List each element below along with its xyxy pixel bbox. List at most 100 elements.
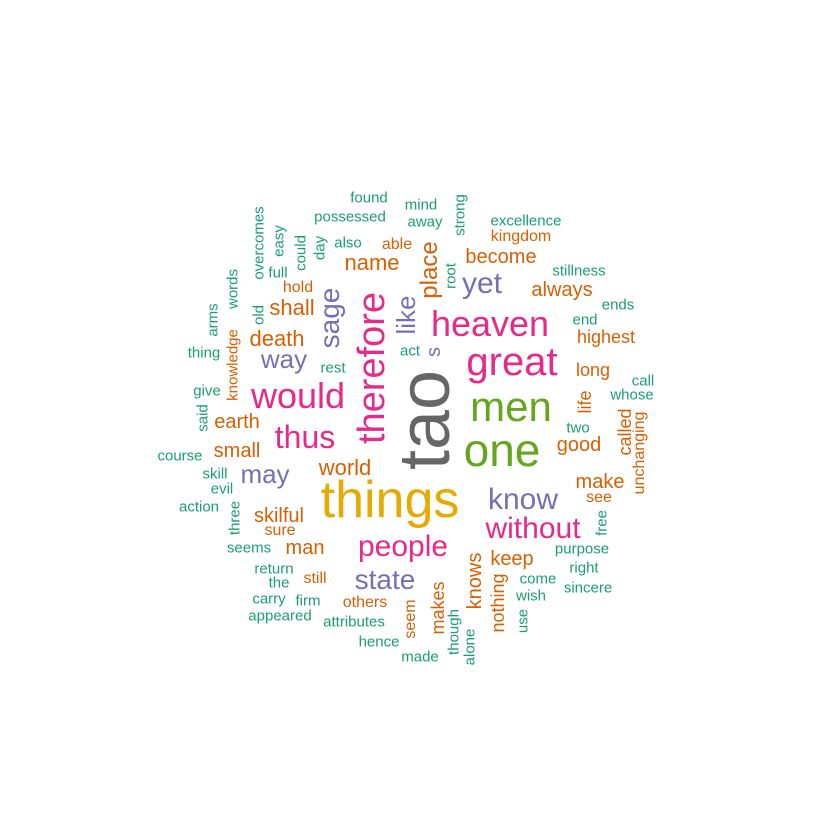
word-ends: ends xyxy=(601,296,635,314)
word-rest: rest xyxy=(320,359,346,377)
word-always: always xyxy=(531,279,593,301)
word-appeared: appeared xyxy=(248,607,312,625)
word-stillness: stillness xyxy=(552,262,606,280)
word-like: like xyxy=(391,295,421,335)
word-knows: knows xyxy=(464,552,486,610)
word-found: found xyxy=(350,189,388,207)
word-root: root xyxy=(442,263,460,289)
word-tao: tao xyxy=(385,369,465,471)
word-attributes: attributes xyxy=(323,613,385,631)
word-could: could xyxy=(292,235,310,271)
word-life: life xyxy=(575,390,595,414)
word-skill: skill xyxy=(202,465,228,483)
word-unchanging: unchanging xyxy=(631,411,648,495)
word-two: two xyxy=(566,419,590,437)
word-without: without xyxy=(485,512,581,545)
word-action: action xyxy=(178,498,220,516)
word-things: things xyxy=(320,471,460,529)
word-whose: whose xyxy=(610,386,654,404)
word-made: made xyxy=(401,648,439,666)
word-earth: earth xyxy=(214,411,260,433)
word-right: right xyxy=(569,559,599,577)
word-away: away xyxy=(407,213,443,231)
word-easy: easy xyxy=(270,225,288,257)
word-kingdom: kingdom xyxy=(490,228,552,245)
word-still: still xyxy=(303,570,327,587)
word-said: said xyxy=(194,404,212,432)
word-wish: wish xyxy=(515,587,547,605)
word-man: man xyxy=(285,537,325,559)
word-though: though xyxy=(445,609,463,655)
word-free: free xyxy=(593,510,611,536)
word-shall: shall xyxy=(269,295,315,320)
word-words: words xyxy=(224,268,242,310)
word-highest: highest xyxy=(576,327,636,347)
word-s: s xyxy=(423,347,445,357)
word-full: full xyxy=(268,264,288,282)
word-firm: firm xyxy=(295,592,321,610)
word-three: three xyxy=(226,500,244,536)
word-hold: hold xyxy=(282,279,314,296)
word-long: long xyxy=(575,360,611,380)
word-able: able xyxy=(381,236,413,253)
word-may: may xyxy=(240,459,290,489)
word-course: course xyxy=(157,447,203,465)
word-see: see xyxy=(586,489,612,506)
word-act: act xyxy=(399,342,421,360)
word-yet: yet xyxy=(461,267,503,300)
word-one: one xyxy=(463,424,541,476)
word-also: also xyxy=(334,234,362,252)
word-call: call xyxy=(631,372,655,390)
word-place: place xyxy=(416,241,443,299)
word-excellence: excellence xyxy=(490,212,562,230)
word-arms: arms xyxy=(204,303,222,337)
word-knowledge: knowledge xyxy=(224,329,242,401)
word-overcomes: overcomes xyxy=(250,206,268,280)
word-thus: thus xyxy=(274,419,336,455)
word-mind: mind xyxy=(404,196,438,214)
word-old: old xyxy=(250,304,268,326)
word-possessed: possessed xyxy=(314,208,386,226)
word-return: return xyxy=(254,560,294,578)
word-people: people xyxy=(357,530,449,563)
word-end: end xyxy=(572,311,598,329)
word-use: use xyxy=(514,608,532,634)
word-carry: carry xyxy=(252,590,286,608)
word-alone: alone xyxy=(461,628,479,666)
word-come: come xyxy=(519,570,557,588)
word-seem: seem xyxy=(402,599,419,639)
word-thing: thing xyxy=(187,344,221,362)
word-nothing: nothing xyxy=(488,573,508,633)
word-great: great xyxy=(466,340,558,384)
word-heaven: heaven xyxy=(430,303,550,344)
word-strong: strong xyxy=(451,194,469,236)
word-the: the xyxy=(268,574,290,592)
word-death: death xyxy=(249,326,305,351)
word-evil: evil xyxy=(210,480,234,498)
word-seems: seems xyxy=(226,539,272,557)
word-state: state xyxy=(354,564,416,595)
word-become: become xyxy=(465,246,537,268)
word-world: world xyxy=(318,455,372,480)
word-sure: sure xyxy=(264,522,296,539)
word-day: day xyxy=(311,235,329,261)
word-small: small xyxy=(213,440,261,462)
word-way: way xyxy=(260,344,308,374)
word-give: give xyxy=(193,382,221,400)
word-good: good xyxy=(556,434,602,456)
word-skilful: skilful xyxy=(253,505,305,527)
word-men: men xyxy=(470,383,552,430)
word-sage: sage xyxy=(314,287,345,349)
word-make: make xyxy=(575,471,625,493)
word-keep: keep xyxy=(490,548,534,570)
word-name: name xyxy=(344,250,400,275)
word-sincere: sincere xyxy=(563,579,613,597)
word-therefore: therefore xyxy=(351,291,393,445)
word-know: know xyxy=(487,483,559,516)
word-others: others xyxy=(342,594,388,611)
word-hence: hence xyxy=(358,633,400,651)
word-purpose: purpose xyxy=(554,540,610,558)
word-makes: makes xyxy=(428,581,448,635)
word-would: would xyxy=(250,375,346,416)
